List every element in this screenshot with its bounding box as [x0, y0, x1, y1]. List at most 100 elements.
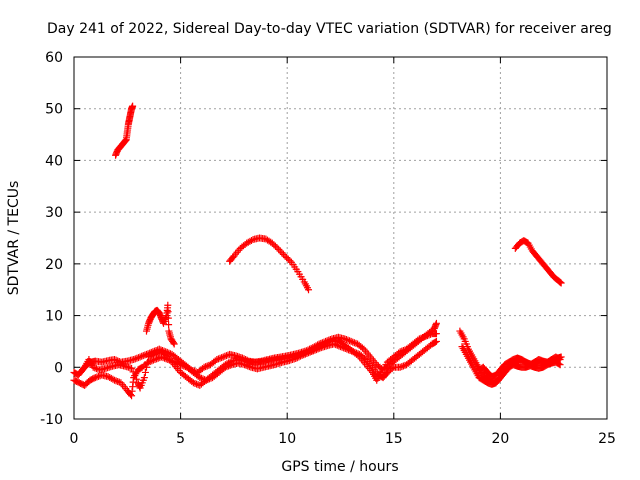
data-point: [344, 336, 352, 344]
plot-frame: [73, 56, 608, 420]
series-arc-high-early: [112, 102, 137, 159]
data-point: [131, 372, 139, 380]
data-point: [306, 347, 314, 355]
y-tick-label: 10: [45, 309, 63, 325]
data-point: [398, 363, 406, 371]
data-point: [129, 102, 137, 110]
data-point: [281, 252, 289, 260]
data-point: [305, 348, 313, 356]
data-point: [178, 361, 186, 369]
series-arc-baseline-c: [76, 330, 440, 392]
data-point: [213, 356, 221, 364]
data-point: [275, 245, 283, 253]
data-point: [177, 361, 185, 369]
data-point: [169, 339, 177, 347]
data-point: [194, 381, 202, 389]
data-point: [557, 279, 565, 287]
x-tick-labels: 0 5 10 15 20 25: [70, 431, 616, 447]
y-tick-label: 60: [45, 50, 63, 66]
x-axis-label: GPS time / hours: [281, 459, 398, 475]
x-tick-label: 0: [70, 431, 79, 447]
data-point: [142, 363, 150, 371]
data-point: [136, 353, 144, 361]
data-point: [138, 352, 146, 360]
data-point: [128, 364, 136, 372]
data-point: [276, 247, 284, 255]
data-point: [283, 254, 291, 262]
data-point: [189, 379, 197, 387]
data-point: [305, 286, 313, 294]
data-point: [556, 356, 564, 364]
data-point: [95, 372, 103, 380]
data-point: [226, 358, 234, 366]
data-point: [278, 249, 286, 257]
chart-title: Day 241 of 2022, Sidereal Day-to-day VTE…: [47, 21, 612, 37]
data-point: [399, 346, 407, 354]
data-point: [222, 352, 230, 360]
data-point: [308, 346, 316, 354]
data-point: [317, 342, 325, 350]
data-point: [268, 239, 276, 247]
data-point: [431, 338, 439, 346]
y-tick-label: 20: [45, 257, 63, 273]
data-point: [151, 350, 159, 358]
series-arc-mid-morning: [226, 234, 313, 294]
y-tick-label: 40: [45, 153, 63, 169]
data-point: [164, 308, 172, 316]
data-point: [322, 339, 330, 347]
series-arc-late-c: [475, 353, 564, 381]
data-point: [388, 365, 396, 373]
series-arc-spike-3h: [142, 301, 178, 348]
data-point: [286, 257, 294, 265]
data-point: [417, 334, 425, 342]
x-tick-label: 20: [491, 431, 509, 447]
data-points: [70, 102, 565, 400]
data-point: [109, 375, 117, 383]
data-point: [139, 352, 147, 360]
data-point: [221, 352, 229, 360]
x-tick-label: 25: [598, 431, 616, 447]
data-point: [165, 321, 173, 329]
y-tick-label: -10: [40, 412, 63, 428]
axis-ticks: [73, 56, 608, 420]
series-arc-late-b: [458, 343, 564, 388]
data-point: [91, 374, 99, 382]
data-point: [141, 351, 149, 359]
data-point: [423, 332, 431, 340]
data-point: [309, 346, 317, 354]
data-point: [321, 340, 329, 348]
data-point: [214, 355, 222, 363]
data-point: [149, 351, 157, 359]
data-point: [146, 352, 154, 360]
x-tick-label: 15: [385, 431, 403, 447]
data-point: [555, 355, 563, 363]
data-point: [132, 375, 140, 383]
data-point: [396, 363, 404, 371]
data-point: [346, 337, 354, 345]
data-point: [129, 368, 137, 376]
data-point: [284, 255, 292, 263]
data-point: [349, 338, 357, 346]
x-tick-label: 10: [278, 431, 296, 447]
data-point: [111, 356, 119, 364]
data-point: [432, 337, 440, 345]
data-point: [196, 374, 204, 382]
y-tick-labels: -10 0 10 20 30 40 50 60: [40, 50, 63, 428]
data-point: [420, 333, 428, 341]
data-point: [556, 278, 564, 286]
grid: [74, 57, 607, 419]
data-point: [396, 348, 404, 356]
y-axis-label: SDTVAR / TECUs: [6, 181, 22, 296]
data-point: [126, 390, 134, 398]
data-point: [202, 363, 210, 371]
data-point: [153, 350, 161, 358]
data-point: [164, 301, 172, 309]
data-point: [203, 362, 211, 370]
data-point: [145, 353, 153, 361]
data-point: [89, 363, 97, 371]
data-point: [279, 250, 287, 258]
data-point: [130, 356, 138, 364]
data-point: [316, 342, 324, 350]
data-point: [91, 364, 99, 372]
